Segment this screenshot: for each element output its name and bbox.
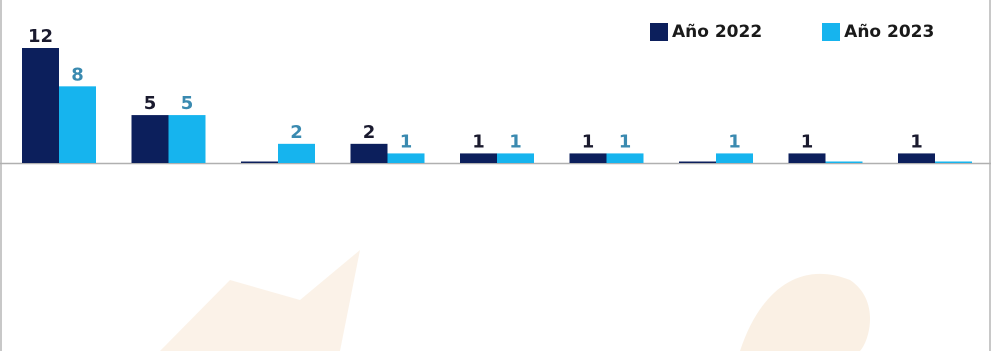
data-label-2023-3: 1 bbox=[400, 131, 413, 152]
bar-2022-2 bbox=[241, 161, 278, 163]
data-label-2022-8: 1 bbox=[910, 131, 923, 152]
category-label-5: Hurto y robo bbox=[598, 215, 618, 336]
bar-2023-4 bbox=[497, 153, 534, 163]
bar-2022-1 bbox=[131, 115, 169, 163]
data-label-2023-6: 1 bbox=[728, 131, 741, 152]
bar-2023-6 bbox=[716, 153, 753, 163]
bar-2023-8 bbox=[935, 161, 972, 163]
legend-swatch-2023 bbox=[822, 23, 841, 41]
data-label-2023-0: 8 bbox=[71, 64, 84, 85]
left-border bbox=[0, 0, 2, 351]
bar-2022-0 bbox=[22, 48, 59, 163]
data-label-2023-5: 1 bbox=[619, 131, 632, 152]
bar-2023-5 bbox=[606, 153, 644, 163]
legend-label-2022: Año 2022 bbox=[672, 22, 763, 42]
legend-item-2023: Año 2023 bbox=[822, 22, 934, 42]
data-label-2023-2: 2 bbox=[290, 122, 303, 143]
category-label-8: Hurto y robo bbox=[926, 215, 946, 336]
bar-2023-0 bbox=[59, 86, 96, 163]
data-label-2022-4: 1 bbox=[472, 131, 485, 152]
category-label-3: Homicidios bbox=[379, 231, 399, 336]
bar-2022-5 bbox=[569, 153, 607, 163]
category-label-7: Violaciones bbox=[817, 227, 837, 336]
legend-item-2022: Año 2022 bbox=[650, 22, 762, 42]
data-label-2023-4: 1 bbox=[509, 131, 522, 152]
bar-2022-8 bbox=[898, 153, 935, 163]
bar-2022-7 bbox=[788, 153, 826, 163]
data-label-2022-3: 2 bbox=[363, 122, 376, 143]
data-label-2022-1: 5 bbox=[144, 93, 157, 114]
legend-label-2023: Año 2023 bbox=[844, 22, 935, 42]
bar-2023-7 bbox=[825, 161, 863, 163]
category-label-2: Hurto y robo bbox=[269, 215, 289, 336]
category-label-1: Hurto y robo bbox=[160, 215, 180, 336]
bar-2022-3 bbox=[350, 143, 388, 163]
data-label-2022-0: 12 bbox=[28, 26, 53, 47]
right-border bbox=[989, 0, 991, 351]
category-label-0: Hurto y robo bbox=[50, 215, 70, 336]
category-label-4: Lesiones bbox=[488, 252, 508, 336]
legend: Año 2022 Año 2023 bbox=[650, 22, 934, 42]
legend-swatch-2022 bbox=[650, 23, 668, 41]
bar-2023-3 bbox=[387, 153, 425, 163]
bar-2023-1 bbox=[168, 115, 206, 163]
bar-2022-4 bbox=[460, 153, 497, 163]
data-label-2022-7: 1 bbox=[801, 131, 814, 152]
data-label-2023-1: 5 bbox=[181, 93, 194, 114]
bar-2023-2 bbox=[278, 143, 315, 163]
category-label-6: Hurto y robo bbox=[707, 215, 727, 336]
bar-2022-6 bbox=[679, 161, 716, 163]
data-label-2022-5: 1 bbox=[582, 131, 595, 152]
